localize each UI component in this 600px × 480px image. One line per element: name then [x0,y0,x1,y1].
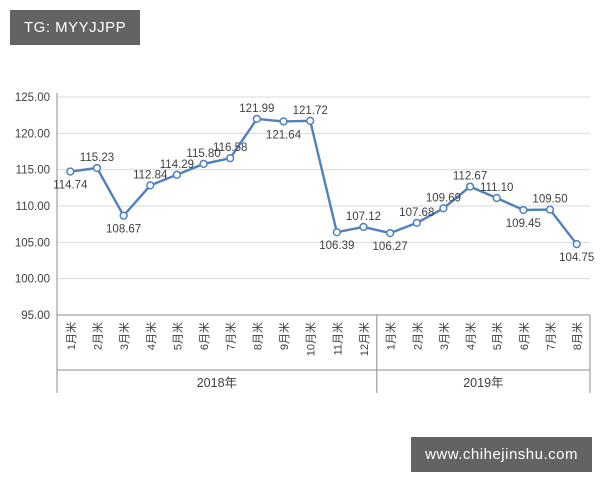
website-watermark-badge: www.chihejinshu.com [411,437,592,472]
svg-text:10月米: 10月米 [305,322,318,356]
svg-text:115.80: 115.80 [186,148,220,160]
svg-text:125.00: 125.00 [15,92,50,104]
svg-text:121.64: 121.64 [266,129,302,141]
svg-text:100.00: 100.00 [15,274,50,286]
svg-text:112.67: 112.67 [453,171,487,183]
svg-text:115.00: 115.00 [16,165,50,177]
svg-text:9月米: 9月米 [278,322,291,350]
series-markers [66,114,581,249]
svg-text:105.00: 105.00 [15,237,50,249]
svg-text:8月米: 8月米 [251,322,264,350]
svg-text:11月米: 11月米 [331,322,344,355]
y-axis-tick-labels: 95.00 100.00 105.00 110.00 115.00 120.00 125.0… [15,92,50,322]
svg-text:5月米: 5月米 [171,322,184,350]
svg-text:107.68: 107.68 [399,207,434,219]
svg-text:5月米: 5月米 [491,322,504,350]
svg-text:2月米: 2月米 [91,322,104,350]
svg-text:95.00: 95.00 [21,310,50,322]
svg-text:106.39: 106.39 [319,240,354,252]
axes [56,93,591,393]
svg-text:106.27: 106.27 [373,241,408,253]
svg-text:107.12: 107.12 [346,211,381,223]
svg-text:114.74: 114.74 [53,180,88,192]
svg-text:112.84: 112.84 [133,169,168,181]
svg-text:12月米: 12月米 [358,322,371,356]
svg-text:114.29: 114.29 [160,159,194,171]
svg-text:7月米: 7月米 [545,322,558,350]
source-tag-badge: TG: MYYJJPP [10,10,141,45]
x-axis-month-labels: 1月米 2月米 3月米 4月米 5月米 6月米 7月米 8月米 9月米 10月米 11月米 12月米 1… [65,322,584,356]
svg-text:120.00: 120.00 [15,128,50,140]
data-labels: 114.74 115.23 108.67 112.84114.29115.80116.… [53,103,594,264]
svg-text:109.69: 109.69 [426,192,461,204]
svg-text:121.72: 121.72 [293,105,328,117]
svg-text:2月米: 2月米 [411,322,424,350]
svg-text:109.45: 109.45 [506,218,541,230]
svg-text:2018年: 2018年 [197,376,237,390]
svg-text:2019年: 2019年 [463,376,503,390]
svg-text:108.67: 108.67 [106,224,141,236]
svg-text:4月米: 4月米 [465,322,478,350]
svg-text:110.00: 110.00 [16,201,50,213]
svg-text:109.50: 109.50 [532,194,567,206]
svg-text:3月米: 3月米 [438,322,451,350]
svg-text:115.23: 115.23 [80,152,114,164]
svg-text:6月米: 6月米 [198,322,211,350]
x-axis-year-labels: 2018年 2019年 [197,376,504,390]
svg-text:3月米: 3月米 [118,322,131,350]
svg-text:116.58: 116.58 [213,142,247,154]
svg-text:121.99: 121.99 [239,103,274,115]
svg-text:104.75: 104.75 [559,252,594,264]
svg-text:1月米: 1月米 [65,322,78,350]
svg-text:4月米: 4月米 [145,322,158,350]
svg-text:6月米: 6月米 [518,322,531,350]
svg-text:8月米: 8月米 [571,322,584,350]
gridlines [57,96,590,280]
svg-text:1月米: 1月米 [385,322,398,350]
series-line [69,117,578,246]
svg-text:111.10: 111.10 [480,182,513,194]
svg-text:7月米: 7月米 [225,322,238,350]
